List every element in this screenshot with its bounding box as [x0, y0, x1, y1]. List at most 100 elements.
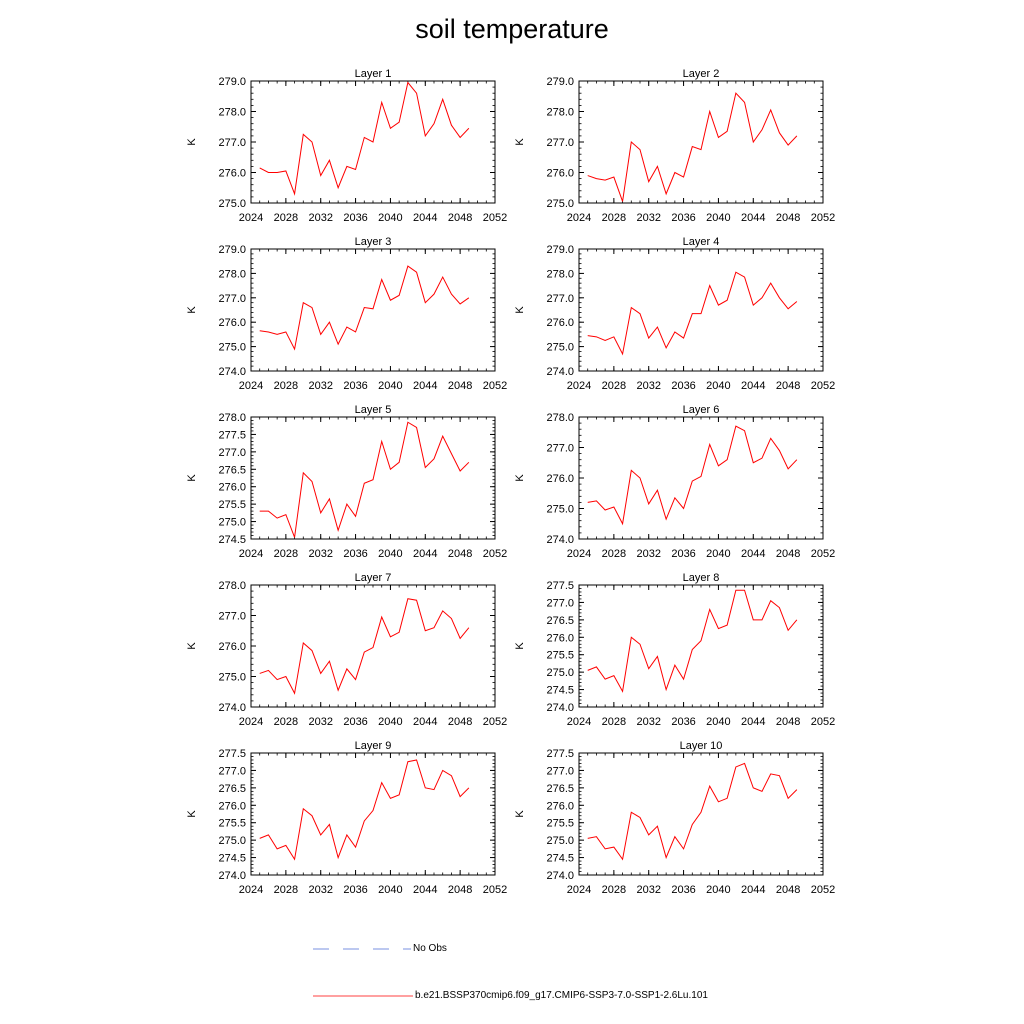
y-tick-label: 276.0 [218, 317, 246, 329]
y-tick-label: 275.5 [218, 818, 246, 830]
plot-frame [578, 248, 824, 372]
panel-title: Layer 8 [683, 572, 720, 584]
y-tick-label: 277.0 [546, 597, 574, 609]
x-tick-label: 2024 [567, 548, 591, 560]
y-tick-label: 274.0 [546, 534, 574, 546]
y-tick-label: 277.0 [218, 447, 246, 459]
x-tick-label: 2048 [776, 884, 800, 896]
x-tick-label: 2036 [343, 548, 367, 560]
panel-8: Layer 8 K 274.0 274.5 275.0 275.5 276.0 276.5 27… [514, 572, 835, 728]
x-tick-label: 2048 [448, 716, 472, 728]
panel-1: Layer 1 K 275.0 276.0 277.0 278.0 279.0 2024 202… [186, 68, 507, 224]
x-tick-label: 2036 [671, 380, 695, 392]
legend-obs: No Obs [313, 943, 447, 954]
x-tick-label: 2040 [378, 212, 402, 224]
y-tick-label: 274.0 [546, 366, 574, 378]
x-tick-label: 2044 [413, 548, 437, 560]
y-axis-label: K [186, 642, 198, 650]
y-tick-label: 275.0 [546, 198, 574, 210]
y-tick-label: 278.0 [546, 412, 574, 424]
y-tick-label: 276.0 [218, 482, 246, 494]
x-tick-label: 2032 [636, 212, 660, 224]
panel-9: Layer 9 K 274.0 274.5 275.0 275.5 276.0 276.5 27… [186, 740, 507, 896]
panel-7: Layer 7 K 274.0 275.0 276.0 277.0 278.0 2024 202… [186, 572, 507, 728]
series-line [259, 81, 470, 196]
y-tick-label: 275.0 [218, 342, 246, 354]
x-tick-label: 2052 [811, 716, 835, 728]
x-tick-label: 2036 [343, 716, 367, 728]
panel-title: Layer 7 [355, 572, 392, 584]
y-tick-label: 276.5 [218, 783, 246, 795]
y-tick-label: 274.0 [218, 870, 246, 882]
x-tick-label: 2044 [741, 716, 765, 728]
panel-4: Layer 4 K 274.0 275.0 276.0 277.0 278.0 279.0 20… [514, 236, 835, 392]
y-tick-label: 275.5 [218, 499, 246, 511]
x-tick-label: 2052 [811, 380, 835, 392]
y-tick-label: 275.0 [218, 835, 246, 847]
x-tick-label: 2036 [671, 884, 695, 896]
x-tick-label: 2032 [308, 716, 332, 728]
y-tick-label: 275.0 [546, 342, 574, 354]
panel-title: Layer 5 [355, 404, 392, 416]
x-tick-label: 2032 [636, 884, 660, 896]
y-tick-label: 274.5 [218, 853, 246, 865]
legend-obs-swatch [313, 948, 411, 949]
x-tick-label: 2048 [448, 884, 472, 896]
y-tick-label: 278.0 [546, 268, 574, 280]
y-tick-label: 276.5 [218, 464, 246, 476]
y-tick-label: 277.0 [546, 443, 574, 455]
y-tick-label: 277.5 [218, 748, 246, 760]
x-tick-label: 2028 [602, 380, 626, 392]
series-line [259, 421, 470, 538]
series-line [587, 425, 798, 526]
legend-obs-label: No Obs [413, 943, 447, 954]
x-tick-label: 2036 [343, 212, 367, 224]
x-tick-label: 2028 [602, 548, 626, 560]
x-tick-label: 2036 [343, 380, 367, 392]
x-tick-label: 2052 [811, 548, 835, 560]
x-tick-label: 2032 [308, 548, 332, 560]
x-tick-label: 2036 [671, 212, 695, 224]
x-tick-label: 2028 [274, 548, 298, 560]
y-axis-label: K [186, 474, 198, 482]
x-tick-label: 2024 [567, 884, 591, 896]
x-tick-label: 2052 [811, 212, 835, 224]
y-tick-label: 276.0 [546, 317, 574, 329]
panel-3: Layer 3 K 274.0 275.0 276.0 277.0 278.0 279.0 20… [186, 236, 507, 392]
x-tick-label: 2040 [378, 548, 402, 560]
legend-model-label: b.e21.BSSP370cmip6.f09_g17.CMIP6-SSP3-7.… [415, 990, 708, 1001]
x-tick-label: 2040 [706, 212, 730, 224]
x-tick-label: 2032 [308, 212, 332, 224]
y-tick-label: 277.0 [546, 137, 574, 149]
panel-6: Layer 6 K 274.0 275.0 276.0 277.0 278.0 2024 202… [514, 404, 835, 560]
y-axis-label: K [514, 138, 526, 146]
y-tick-label: 277.5 [546, 580, 574, 592]
series-line [259, 598, 470, 695]
x-tick-label: 2036 [671, 548, 695, 560]
x-tick-label: 2048 [448, 212, 472, 224]
y-axis-label: K [514, 642, 526, 650]
y-tick-label: 277.0 [546, 765, 574, 777]
y-tick-label: 276.5 [546, 615, 574, 627]
y-axis-label: K [514, 474, 526, 482]
y-axis-label: K [186, 306, 198, 314]
legend-model-swatch [313, 995, 413, 996]
y-tick-label: 276.0 [546, 632, 574, 644]
legend-model: b.e21.BSSP370cmip6.f09_g17.CMIP6-SSP3-7.… [313, 990, 708, 1001]
y-tick-label: 276.0 [546, 800, 574, 812]
x-tick-label: 2032 [636, 380, 660, 392]
y-tick-label: 277.5 [218, 429, 246, 441]
y-tick-label: 276.5 [546, 783, 574, 795]
y-tick-label: 274.0 [546, 870, 574, 882]
y-tick-label: 274.5 [546, 685, 574, 697]
y-tick-label: 279.0 [218, 244, 246, 256]
y-tick-label: 274.0 [546, 702, 574, 714]
y-tick-label: 276.0 [218, 641, 246, 653]
x-tick-label: 2052 [483, 212, 507, 224]
x-tick-label: 2040 [378, 716, 402, 728]
y-tick-label: 278.0 [218, 412, 246, 424]
panel-title: Layer 9 [355, 740, 392, 752]
panel-title: Layer 1 [355, 68, 392, 80]
series-line [587, 589, 798, 693]
